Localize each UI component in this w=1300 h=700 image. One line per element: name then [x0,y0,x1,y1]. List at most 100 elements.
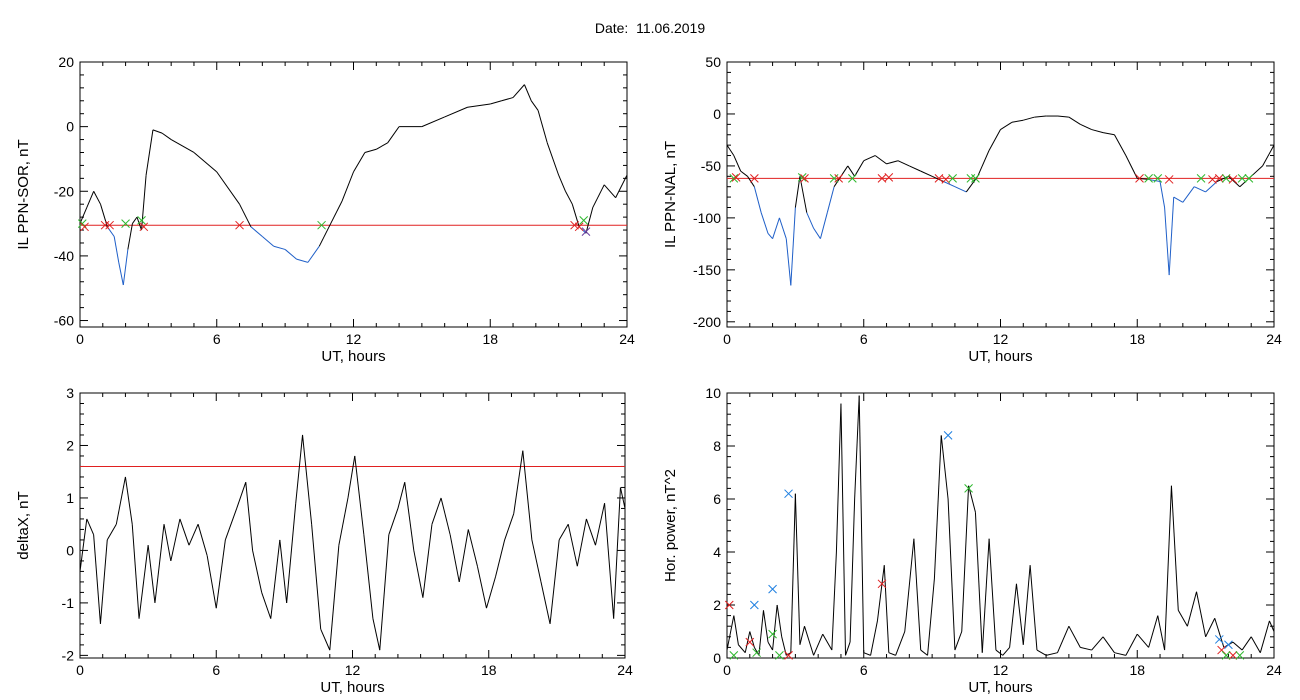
series-segment [100,204,108,227]
series-segment [863,155,876,162]
cross-marker [1214,635,1224,644]
y-tick-label: 0 [66,119,74,135]
y-tick-label: 8 [713,438,721,454]
series-segment [262,236,275,247]
series-segment [145,129,154,176]
cross-stroke [1144,174,1153,183]
series-segment [733,615,739,645]
series-segment [79,207,88,224]
cross-marker [1164,175,1174,184]
cross-marker [100,220,110,230]
cross-marker [848,174,857,183]
x-tick-label: 12 [993,331,1009,347]
series-segment [897,160,910,167]
cross-stroke [884,172,894,182]
series-segment [794,176,801,208]
cross-marker [105,220,114,230]
series-segment [799,626,805,645]
series-segment [99,539,108,624]
y-axis-label: Hor. power, nT^2 [662,469,679,582]
series-segment [1034,115,1047,118]
series-segment [778,217,787,239]
series-segment [449,534,460,583]
series-segment [1170,485,1179,611]
series-segment [847,165,856,177]
series-segment [813,227,821,239]
cross-marker [1153,174,1163,183]
series-segment [974,512,983,653]
x-tick-label: 6 [213,331,221,347]
cross-stroke [77,219,87,228]
series-segment [1157,615,1166,651]
series-segment [576,518,587,567]
series-segment [245,482,254,551]
series-segment [93,534,101,624]
series-segment [1102,132,1115,136]
x-tick-label: 0 [76,662,84,678]
series-segment [1259,620,1270,653]
series-segment [1125,633,1138,656]
series-segment [565,191,573,205]
cross-stroke [100,220,110,230]
series-segment [1080,646,1092,651]
cross-stroke [971,174,980,183]
series-segment [131,524,140,619]
series-segment [404,482,415,551]
series-segment [831,551,837,651]
x-tick-label: 24 [619,331,635,347]
series-segment [954,186,967,193]
series-segment [961,485,970,632]
x-axis-label: UT, hours [321,348,385,365]
series-segment [826,186,835,213]
cross-marker [574,222,584,232]
series-segment [261,592,272,619]
series-segment [806,212,815,229]
x-tick-label: 12 [346,331,362,347]
cross-stroke [941,175,951,184]
series-segment [592,184,605,208]
series-segment [106,523,117,541]
cross-marker [752,648,761,658]
cross-stroke [731,172,741,182]
cross-marker [1214,174,1224,183]
cross-marker [235,220,244,230]
cross-stroke [797,172,807,182]
x-tick-label: 0 [76,331,84,347]
cross-stroke [1214,174,1224,183]
x-tick-label: 6 [212,662,220,678]
y-tick-label: -40 [54,248,74,264]
cross-marker [581,227,591,237]
series-segment [909,165,921,172]
series-segment [767,233,773,239]
series-segment [115,476,126,525]
series-segment [1114,652,1126,656]
cross-stroke [784,489,793,499]
series-segment [904,538,915,632]
series-segment [1216,175,1229,182]
y-axis-label: IL PPN-NAL, nT [662,141,679,248]
y-tick-label: 0 [66,542,74,558]
cross-stroke [729,650,739,660]
series-segment [1002,647,1010,656]
series-segment [490,100,502,105]
series-segment [540,581,551,624]
series-segment [895,631,906,656]
series-segment [546,142,560,176]
series-segment [558,174,566,192]
series-segment [413,550,424,598]
x-tick-label: 24 [617,662,633,678]
y-tick-label: -60 [54,313,74,329]
cross-stroke [1153,174,1163,183]
series-segment [1022,565,1031,645]
series-segment [1186,591,1197,627]
series-segment [1015,583,1024,645]
y-tick-label: -150 [693,262,721,278]
series-segment [270,539,281,619]
y-tick-label: 10 [705,385,721,401]
series-segment [615,174,628,198]
cross-marker [121,219,130,228]
y-axis-label: IL PPN-SOR, nT [15,139,32,249]
cross-stroke [1237,174,1247,183]
series-segment [849,498,856,643]
series-segment [1196,591,1207,637]
